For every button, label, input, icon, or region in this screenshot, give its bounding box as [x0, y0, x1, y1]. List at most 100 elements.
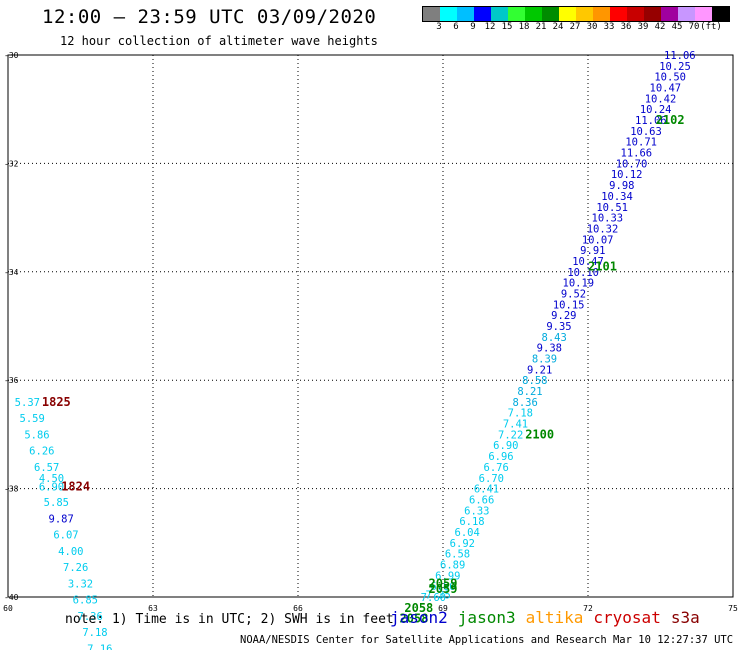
pass-time-label: 1825: [42, 395, 71, 409]
legend-entry-s3a: s3a: [670, 608, 700, 627]
legend-entry-altika: altika: [525, 608, 584, 627]
pass-time-label: 1824: [61, 479, 90, 493]
wave-height-label: 10.71: [625, 137, 657, 149]
wave-height-label: 5.59: [20, 413, 45, 425]
lon-tick-label: 72: [583, 604, 593, 613]
legend-entry-jason2: jason2: [390, 608, 448, 627]
wave-height-label: 10.10: [567, 267, 599, 279]
wave-height-label: 9.98: [609, 180, 634, 192]
map-frame: [7, 54, 734, 598]
wave-height-label: 10.24: [640, 104, 672, 116]
wave-height-label: 9.38: [537, 343, 562, 355]
color-swatch: [559, 7, 576, 21]
wave-height-label: 6.70: [479, 473, 504, 485]
wave-height-label: 6.41: [474, 484, 499, 496]
color-swatch: [525, 7, 542, 21]
wave-height-label: 6.99: [435, 570, 460, 582]
color-scale-label: 27: [569, 22, 581, 32]
color-swatch: [457, 7, 474, 21]
wave-height-label: 10.32: [587, 223, 619, 235]
wave-height-label: 8.43: [542, 332, 567, 344]
wave-height-label: 7.18: [82, 627, 107, 639]
wave-height-label: 11.06: [664, 50, 696, 62]
wave-height-label: 7.26: [63, 562, 88, 574]
wave-height-label: 10.25: [659, 61, 691, 73]
pass-time-label: 2058: [400, 612, 429, 626]
legend-entry-jason3: jason3: [457, 608, 516, 627]
wave-height-label: 6.86: [430, 581, 455, 593]
wave-height-label: 4.50: [39, 473, 64, 485]
wave-height-label: 10.33: [592, 213, 624, 225]
wave-height-label: 8.58: [522, 375, 547, 387]
wave-height-label: 6.33: [464, 505, 489, 517]
wave-height-label: 10.19: [563, 278, 595, 290]
color-swatch: [593, 7, 610, 21]
lat-tick-label: -32: [4, 159, 19, 168]
color-swatch: [542, 7, 559, 21]
wave-height-label: 6.90: [493, 440, 518, 452]
wave-height-label: 10.42: [645, 93, 677, 105]
wave-height-label: 10.63: [630, 126, 662, 138]
color-swatch: [491, 7, 508, 21]
wave-height-label: 8.36: [513, 397, 538, 409]
color-scale-label: 3: [436, 22, 442, 32]
color-scale-labels: 3 6 9 12 15 18 21 24 27 30 33 36 39 42 45 70 (ft): [422, 22, 740, 34]
wave-height-label: 10.51: [596, 202, 628, 214]
wave-height-label: 7.18: [508, 408, 533, 420]
satellite-legend: jason2 jason3 altika cryosat s3a: [390, 608, 710, 627]
wave-height-label: 10.47: [572, 256, 604, 268]
wave-height-label: 10.70: [616, 158, 648, 170]
color-scale-label: 39: [637, 22, 649, 32]
lat-tick-label: -34: [4, 268, 19, 277]
color-swatch: [644, 7, 661, 21]
wave-height-label: 10.34: [601, 191, 633, 203]
wave-height-label: 6.18: [459, 516, 484, 528]
wave-height-label: 11.06: [635, 115, 667, 127]
wave-height-label: 5.86: [24, 429, 49, 441]
color-scale-label: 24: [552, 22, 564, 32]
color-scale-label: 33: [603, 22, 615, 32]
lat-tick-label: -30: [4, 51, 19, 60]
wave-height-label: 10.12: [611, 169, 643, 181]
pass-time-label: 2100: [525, 427, 554, 441]
wave-height-label: 6.76: [484, 462, 509, 474]
wave-height-label: 5.85: [44, 497, 69, 509]
color-swatch: [627, 7, 644, 21]
wave-height-label: 10.50: [654, 72, 686, 84]
wave-height-label: 10.47: [650, 83, 682, 95]
page-subtitle: 12 hour collection of altimeter wave hei…: [60, 34, 378, 48]
color-swatch: [695, 7, 712, 21]
color-scale-label: 18: [518, 22, 530, 32]
wave-height-label: 11.66: [621, 148, 653, 160]
wave-height-label: 10.07: [582, 234, 614, 246]
lat-tick-label: -38: [4, 485, 19, 494]
pass-time-label: 2059: [429, 576, 458, 590]
wave-height-label: 6.07: [53, 530, 78, 542]
wave-height-label: 3.32: [68, 578, 93, 590]
color-scale-label: 9: [470, 22, 476, 32]
wave-height-label: 6.92: [450, 538, 475, 550]
color-scale-label: 42: [654, 22, 666, 32]
color-swatch: [440, 7, 457, 21]
wave-height-label: 7.22: [498, 429, 523, 441]
lon-tick-label: 60: [3, 604, 13, 613]
lat-tick-label: -40: [4, 593, 19, 602]
color-scale-label: 12: [484, 22, 496, 32]
wave-height-label: 5.37: [15, 397, 40, 409]
color-scale-bar: [422, 6, 730, 22]
pass-time-label: 2059: [429, 582, 458, 596]
wave-height-label: 7.36: [78, 611, 103, 623]
footer-note: note: 1) Time is in UTC; 2) SWH is in fe…: [65, 612, 394, 627]
wave-height-label: 6.96: [488, 451, 513, 463]
wave-height-label: 7.41: [503, 419, 528, 431]
lon-tick-label: 66: [293, 604, 303, 613]
wave-height-label: 6.26: [29, 446, 54, 458]
color-scale-label: 6: [453, 22, 459, 32]
lon-tick-label: 63: [148, 604, 158, 613]
wave-height-label: 9.91: [580, 245, 605, 257]
lon-tick-label: 69: [438, 604, 448, 613]
color-swatch: [508, 7, 525, 21]
color-swatch: [610, 7, 627, 21]
lat-tick-label: -36: [4, 376, 19, 385]
page-title: 12:00 – 23:59 UTC 03/09/2020: [42, 6, 377, 28]
